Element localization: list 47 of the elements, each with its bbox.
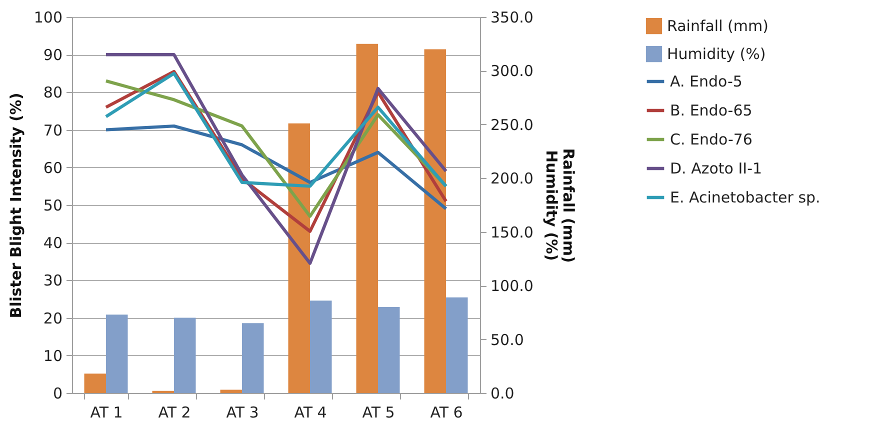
y-tick-label: 90 (43, 46, 62, 64)
bar (242, 323, 264, 393)
legend-label: D. Azoto II-1 (670, 160, 762, 178)
bar (84, 374, 106, 393)
y2-tick-label: 50.0 (490, 330, 524, 349)
bar (220, 390, 242, 393)
y-tick-label: 100 (34, 8, 62, 26)
y-tick-label: 40 (43, 234, 62, 252)
y2-tick-label: 350.0 (490, 8, 534, 26)
bar (356, 44, 378, 393)
x-tick-label: AT 5 (362, 404, 395, 422)
bar (106, 314, 128, 393)
bar (378, 307, 400, 393)
bar (310, 300, 332, 393)
bar (424, 49, 446, 393)
legend-label: C. Endo-76 (670, 130, 752, 148)
bar (446, 297, 468, 393)
legend-label: A. Endo-5 (670, 72, 742, 90)
y-tick-label: 70 (43, 121, 62, 140)
legend-label: Humidity (%) (667, 45, 766, 63)
y-tick-label: 30 (43, 272, 62, 290)
y-tick-label: 0 (52, 384, 62, 402)
y2-tick-label: 150.0 (490, 223, 534, 242)
y2-tick-label: 200.0 (490, 170, 534, 188)
y-tick-label: 80 (43, 84, 62, 102)
y2-tick-label: 250.0 (490, 116, 534, 134)
y2-axis-title: Rainfall (mm) Humidity (%) (542, 148, 578, 263)
legend-label: Rainfall (mm) (667, 17, 768, 35)
y2-tick-label: 100.0 (490, 277, 534, 296)
x-tick-label: AT 1 (90, 404, 123, 422)
y2-tick-label: 0.0 (490, 384, 514, 402)
bar (174, 318, 196, 393)
y-tick-label: 50 (43, 196, 62, 214)
line-series (104, 53, 448, 265)
legend-label: B. Endo-65 (670, 102, 752, 120)
y-axis-title: Blister Blight Intensity (%) (6, 92, 25, 318)
x-tick-label: AT 2 (158, 404, 191, 422)
y-tick-label: 20 (43, 309, 62, 328)
y-tick-label: 60 (43, 158, 62, 177)
y2-tick-label: 300.0 (490, 62, 534, 80)
x-tick-label: AT 6 (430, 404, 463, 422)
bar (288, 123, 310, 393)
x-tick-label: AT 4 (294, 404, 327, 422)
x-tick-label: AT 3 (226, 404, 259, 422)
legend-label: E. Acinetobacter sp. (670, 188, 820, 206)
y-tick-label: 10 (43, 346, 62, 365)
line-series (104, 72, 448, 188)
